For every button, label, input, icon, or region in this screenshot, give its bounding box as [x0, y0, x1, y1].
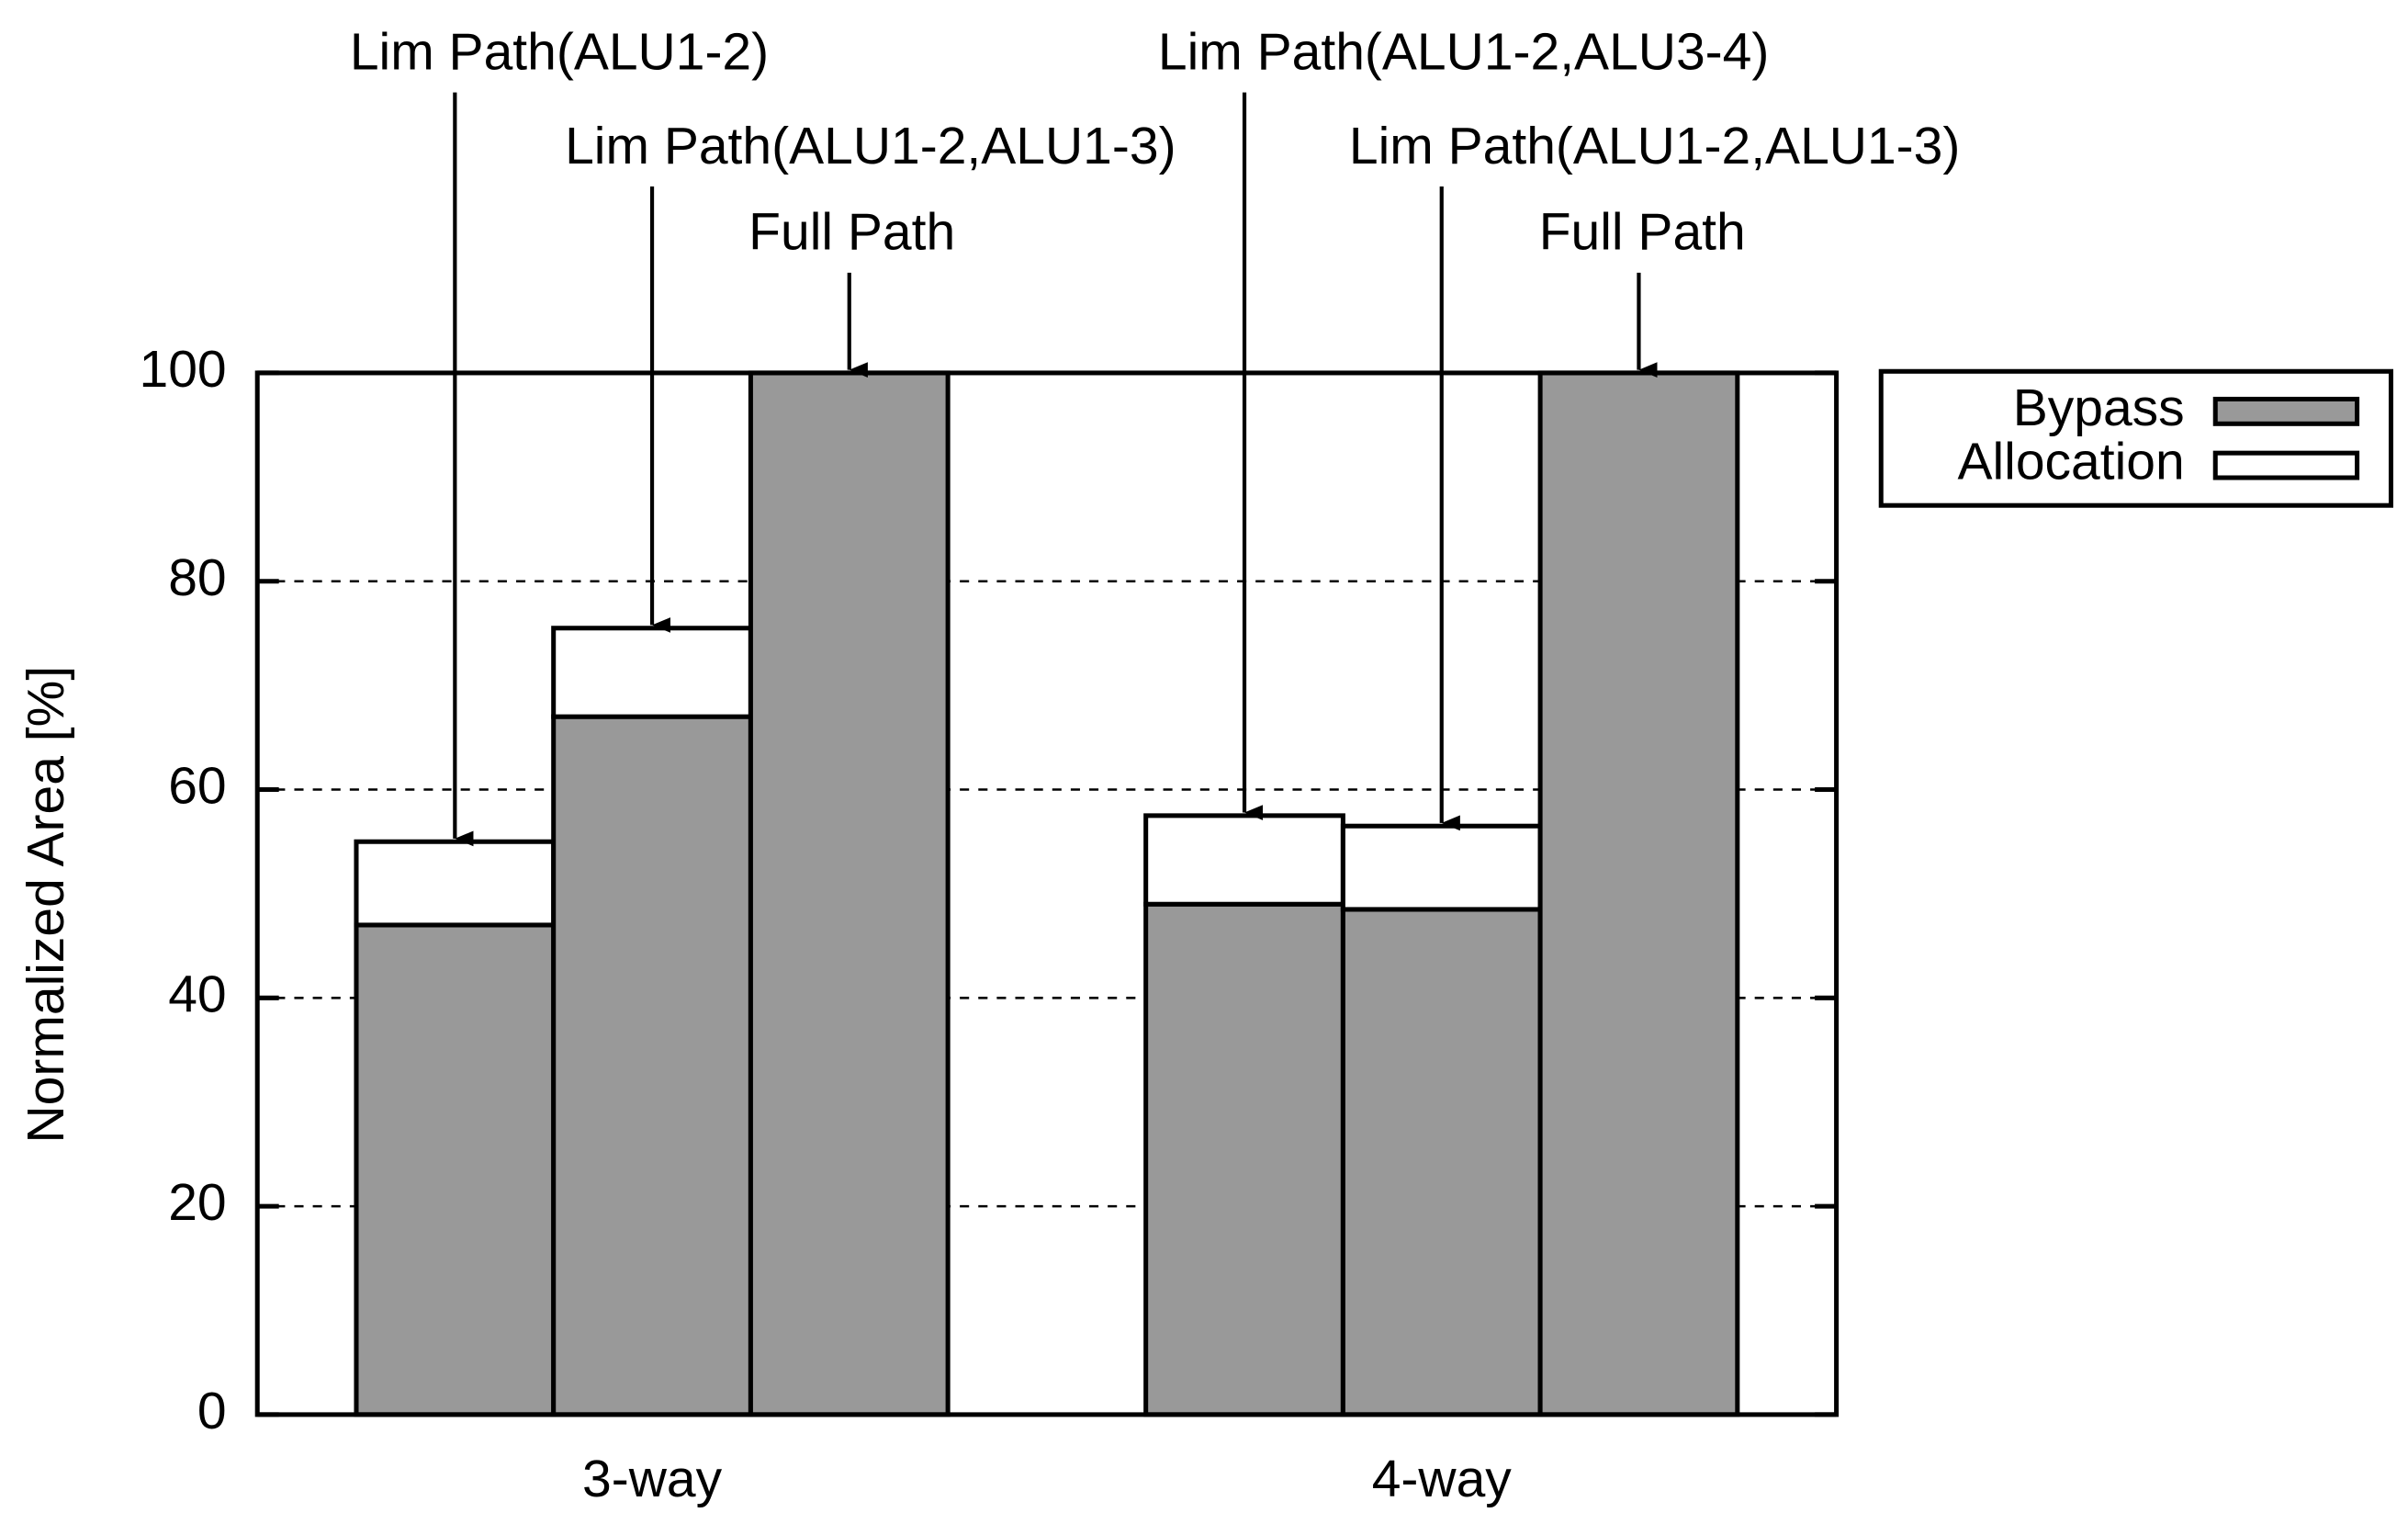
legend-label: Allocation	[1957, 433, 2184, 491]
bar-segment	[1340, 823, 1543, 912]
y-tick-label: 0	[197, 1382, 227, 1440]
bar-segment	[551, 626, 753, 719]
bar-segment	[551, 714, 753, 1417]
y-tick-label: 60	[168, 757, 226, 816]
bar-annotation: Lim Path(ALU1-2,ALU1-3)	[565, 117, 1176, 175]
bar-segment	[748, 370, 951, 1417]
bar-segment	[1340, 907, 1543, 1417]
bar-segment	[354, 839, 557, 928]
x-tick-label: 4-way	[1372, 1450, 1513, 1508]
bar-segment	[1143, 901, 1345, 1417]
legend-label: Bypass	[2013, 378, 2185, 437]
bar-segment	[354, 922, 557, 1417]
x-tick-label: 3-way	[582, 1450, 723, 1508]
y-axis-label: Normalized Area [%]	[17, 666, 75, 1144]
bar-segment	[1537, 370, 1740, 1417]
bar-annotation: Lim Path(ALU1-2,ALU3-4)	[1158, 22, 1769, 81]
bar-annotation: Lim Path(ALU1-2,ALU1-3)	[1349, 117, 1960, 175]
legend-swatch	[2212, 450, 2360, 480]
y-tick-label: 80	[168, 548, 226, 607]
bar-segment	[1143, 813, 1345, 907]
y-tick-label: 20	[168, 1173, 226, 1232]
bar-annotation: Full Path	[748, 203, 955, 262]
y-tick-label: 100	[140, 340, 227, 399]
bar-annotation: Full Path	[1539, 203, 1746, 262]
plot-frame	[254, 370, 1840, 1417]
y-tick-label: 40	[168, 965, 226, 1023]
bar-annotation: Lim Path(ALU1-2)	[350, 22, 769, 81]
legend-box	[1878, 368, 2393, 508]
legend-swatch	[2212, 396, 2360, 426]
